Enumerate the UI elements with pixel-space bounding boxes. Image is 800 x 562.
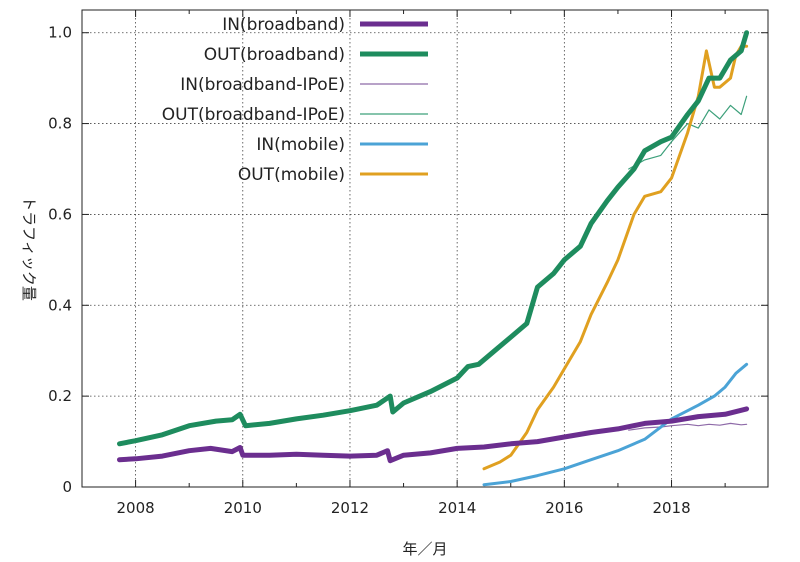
y-tick-label: 0.4	[48, 296, 72, 314]
legend-label: OUT(broadband)	[204, 45, 345, 65]
legend-label: IN(broadband)	[222, 15, 345, 35]
legend-label: OUT(mobile)	[238, 165, 345, 185]
y-tick-label: 1.0	[48, 24, 72, 42]
legend: IN(broadband) OUT(broadband) IN(broadband-…	[162, 15, 428, 185]
y-tick-label: 0.8	[48, 115, 72, 133]
x-axis-title: 年／月	[402, 540, 447, 558]
x-axis-ticks: 2008 2010 2012 2014 2016 2018	[81, 10, 726, 517]
legend-label: IN(broadband-IPoE)	[180, 75, 345, 95]
x-tick-label: 2018	[652, 499, 690, 517]
series-line-0	[117, 406, 750, 464]
legend-label: OUT(broadband-IPoE)	[162, 105, 345, 125]
y-tick-label: 0	[62, 478, 72, 496]
series-lines	[117, 30, 750, 487]
x-tick-label: 2012	[331, 499, 369, 517]
plot-frame	[81, 9, 769, 488]
series-line-3	[628, 95, 748, 170]
series-line-5	[482, 44, 749, 471]
x-tick-label: 2010	[224, 499, 262, 517]
legend-label: IN(mobile)	[256, 135, 345, 155]
x-tick-label: 2014	[438, 499, 476, 517]
y-tick-label: 0.6	[48, 205, 72, 223]
x-tick-label: 2008	[117, 499, 155, 517]
series-line-4	[482, 362, 749, 487]
series-line-1	[117, 30, 750, 447]
x-tick-label: 2016	[545, 499, 583, 517]
y-tick-label: 0.2	[48, 387, 72, 405]
series-line-2	[628, 422, 748, 431]
y-axis-title: トラフィック量	[20, 196, 38, 301]
y-axis-ticks: 0 0.2 0.4 0.6 0.8 1.0	[48, 24, 768, 496]
